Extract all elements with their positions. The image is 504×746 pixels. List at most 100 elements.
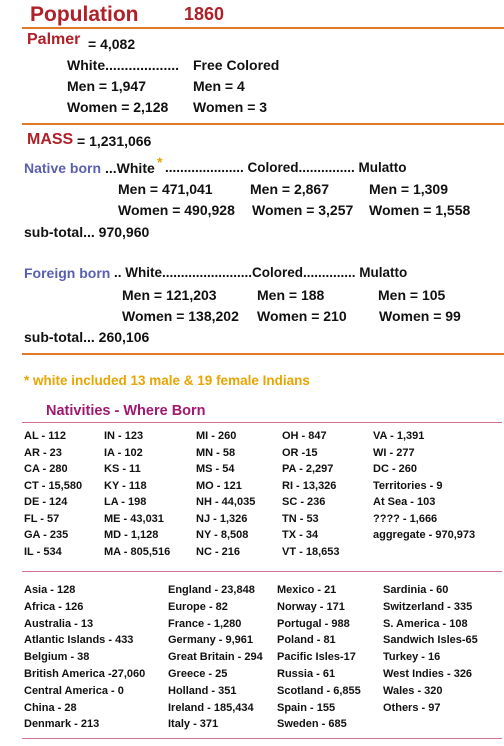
foreign-born-label: Foreign born <box>24 265 111 281</box>
native-women-colored: Women = 3,257 <box>252 202 354 218</box>
foreign-entry: West Indies - 326 <box>383 667 473 680</box>
foreign-entry: Italy - 371 <box>168 718 219 731</box>
palmer-total: = 4,082 <box>88 36 136 52</box>
mass-label: MASS <box>27 131 74 148</box>
foreign-col-3: Mexico - 21 Norway - 171 Portugal - 988 … <box>277 582 361 733</box>
nativity-entry: KY - 118 <box>104 479 147 492</box>
nativity-entry: AL - 112 <box>24 430 66 442</box>
nativities-col-2: IN - 123 IA - 102 KS - 11 KY - 118 LA - … <box>104 428 170 560</box>
foreign-entry: Poland - 81 <box>277 634 336 647</box>
foreign-subtotal: sub-total... 260,106 <box>24 329 150 345</box>
native-men-white: Men = 471,041 <box>118 181 213 197</box>
foreign-entry: Germany - 9,961 <box>168 634 253 647</box>
palmer-label: Palmer <box>27 31 81 48</box>
palmer-white-header: White................... <box>67 57 180 73</box>
foreign-entry: Australia - 13 <box>24 617 94 630</box>
foreign-col-1: Asia - 128 Africa - 126 Australia - 13 A… <box>24 582 145 733</box>
nativity-entry: FL - 57 <box>24 512 60 525</box>
nativity-entry: PA - 2,297 <box>282 463 334 475</box>
nativity-entry: LA - 198 <box>104 496 147 508</box>
foreign-entry: Portugal - 988 <box>277 617 350 630</box>
nativity-entry: MN - 58 <box>196 446 236 459</box>
foreign-entry: Russia - 61 <box>277 667 336 680</box>
mass-rule <box>22 353 504 355</box>
nativity-entry: NJ - 1,326 <box>196 512 248 525</box>
foreign-entry: Wales - 320 <box>383 684 443 697</box>
nativity-entry: IN - 123 <box>104 430 144 442</box>
palmer-men-free: Men = 4 <box>193 78 245 94</box>
nativity-entry: VA - 1,391 <box>373 430 425 442</box>
foreign-entry: Greece - 25 <box>168 667 228 680</box>
foreign-entry: S. America - 108 <box>383 617 468 630</box>
native-men-colored: Men = 2,867 <box>250 181 329 197</box>
foreign-entry: Africa - 126 <box>24 600 84 613</box>
nativity-entry: GA - 235 <box>24 529 69 541</box>
nativities-col-1: AL - 112 AR - 23 CA - 280 CT - 15,580 DE… <box>24 428 82 560</box>
nativity-entry: OH - 847 <box>282 430 327 442</box>
nativity-entry: MD - 1,128 <box>104 529 159 541</box>
foreign-entry: Denmark - 213 <box>24 718 100 731</box>
page-year: 1860 <box>184 4 225 24</box>
foreign-women-mulatto: Women = 99 <box>379 308 461 324</box>
foreign-entry: Spain - 155 <box>277 701 336 714</box>
nativity-entry: OR -15 <box>282 446 318 459</box>
foreign-entry: Atlantic Islands - 433 <box>24 634 134 647</box>
palmer-women-free: Women = 3 <box>193 99 268 115</box>
nativity-entry: CT - 15,580 <box>24 479 83 492</box>
native-header-white: ...White <box>105 160 155 176</box>
foreign-col-4: Sardinia - 60 Switzerland - 335 S. Ameri… <box>383 582 478 716</box>
foreign-header: .. White........................Colored.… <box>114 265 408 280</box>
foreign-entry: Mexico - 21 <box>277 584 337 596</box>
foreign-entry: Sandwich Isles-65 <box>383 634 478 647</box>
foreign-entry: Ireland - 185,434 <box>168 701 254 714</box>
nativity-entry: KS - 11 <box>104 463 141 475</box>
nativity-entry: ME - 43,031 <box>104 512 164 525</box>
foreign-col-2: England - 23,848 Europe - 82 France - 1,… <box>168 582 263 733</box>
nativity-entry: SC - 236 <box>282 496 326 508</box>
nativity-entry: IA - 102 <box>104 446 143 459</box>
nativity-entry: MA - 805,516 <box>104 545 171 558</box>
foreign-bottom-rule <box>22 738 502 739</box>
nativity-entry: NC - 216 <box>196 545 241 558</box>
foreign-entry: Turkey - 16 <box>383 651 441 664</box>
foreign-entry: Sardinia - 60 <box>383 584 449 596</box>
nativities-col-5: VA - 1,391 WI - 277 DC - 260 Territories… <box>373 428 475 544</box>
foreign-women-colored: Women = 210 <box>257 308 347 324</box>
foreign-entry: Switzerland - 335 <box>383 600 473 613</box>
foreign-entry: Sweden - 685 <box>277 718 347 731</box>
foreign-entry: Scotland - 6,855 <box>277 684 361 697</box>
foreign-entry: Belgium - 38 <box>24 651 90 664</box>
native-header-star: * <box>157 154 163 170</box>
native-header-rest: ..................... Colored...........… <box>165 160 407 175</box>
nativity-entry: TN - 53 <box>282 512 319 525</box>
indian-footnote: * white included 13 male & 19 female Ind… <box>24 373 310 388</box>
native-women-mulatto: Women = 1,558 <box>369 202 471 218</box>
nativity-entry: MO - 121 <box>196 479 242 492</box>
nativity-entry: MI - 260 <box>196 430 237 442</box>
foreign-entry: France - 1,280 <box>168 617 242 630</box>
foreign-entry: Central America - 0 <box>24 684 124 697</box>
foreign-men-white: Men = 121,203 <box>122 287 217 303</box>
nativities-bottom-rule <box>22 571 502 572</box>
nativity-entry: RI - 13,326 <box>282 479 337 492</box>
foreign-entry: Great Britain - 294 <box>168 651 263 664</box>
nativity-entry: AR - 23 <box>24 446 62 459</box>
mass-total: = 1,231,066 <box>77 133 152 149</box>
palmer-women-white: Women = 2,128 <box>67 99 169 115</box>
nativity-entry: DC - 260 <box>373 463 418 475</box>
foreign-entry: Europe - 82 <box>168 600 228 613</box>
nativities-col-4: OH - 847 OR -15 PA - 2,297 RI - 13,326 S… <box>282 428 339 560</box>
foreign-entry: Asia - 128 <box>24 584 76 596</box>
nativity-entry: NH - 44,035 <box>196 496 256 508</box>
foreign-entry: Others - 97 <box>383 701 441 714</box>
foreign-men-mulatto: Men = 105 <box>378 287 446 303</box>
nativity-entry: CA - 280 <box>24 463 68 475</box>
nativity-entry: MS - 54 <box>196 463 235 475</box>
nativities-col-3: MI - 260 MN - 58 MS - 54 MO - 121 NH - 4… <box>196 428 255 560</box>
foreign-women-white: Women = 138,202 <box>122 308 239 324</box>
nativity-entry: WI - 277 <box>373 446 415 459</box>
nativity-entry: Territories - 9 <box>373 479 443 492</box>
palmer-rule <box>22 123 504 125</box>
nativities-rule <box>22 422 502 423</box>
foreign-entry: British America -27,060 <box>24 667 146 680</box>
